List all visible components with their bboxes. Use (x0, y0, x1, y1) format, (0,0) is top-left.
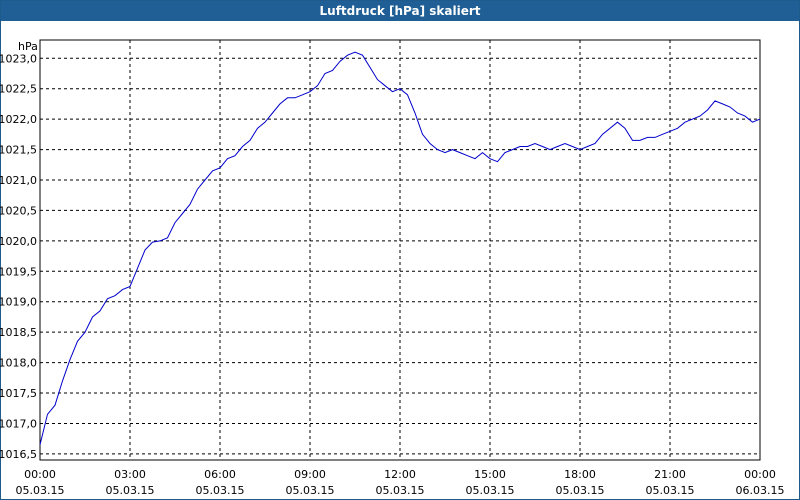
x-tick-date: 05.03.15 (466, 484, 515, 497)
x-tick-time: 00:00 (744, 468, 776, 481)
y-tick-label: 1018,5 (0, 326, 37, 339)
x-tick-date: 05.03.15 (16, 484, 65, 497)
x-tick-time: 06:00 (204, 468, 236, 481)
y-tick-label: 1023,0 (0, 52, 37, 65)
y-tick-label: 1020,0 (0, 235, 37, 248)
x-tick-date: 05.03.15 (646, 484, 695, 497)
y-tick-label: 1019,5 (0, 265, 37, 278)
x-tick-time: 15:00 (474, 468, 506, 481)
x-tick-date: 05.03.15 (376, 484, 425, 497)
x-tick-date: 05.03.15 (106, 484, 155, 497)
x-tick-time: 09:00 (294, 468, 326, 481)
series-line (39, 51, 761, 445)
y-tick-label: 1021,5 (0, 144, 37, 157)
x-tick-time: 00:00 (24, 468, 56, 481)
x-tick-time: 12:00 (384, 468, 416, 481)
y-tick-label: 1022,0 (0, 113, 37, 126)
y-tick-label: 1017,0 (0, 417, 37, 430)
x-tick-time: 21:00 (654, 468, 686, 481)
x-tick-date: 05.03.15 (556, 484, 605, 497)
x-tick-date: 06.03.15 (736, 484, 785, 497)
y-tick-label: 1018,0 (0, 357, 37, 370)
y-tick-label: 1016,5 (0, 448, 37, 461)
x-tick-date: 05.03.15 (286, 484, 335, 497)
y-tick-labels: 1016,5 1017,0 1017,5 1018,0 1018,5 1019,0 1019… (0, 52, 37, 461)
x-tick-time: 03:00 (114, 468, 146, 481)
y-tick-label: 1022,5 (0, 83, 37, 96)
x-tick-time: 18:00 (564, 468, 596, 481)
chart-title: Luftdruck [hPa] skaliert (1, 1, 799, 21)
y-tick-label: 1017,5 (0, 387, 37, 400)
y-tick-label: 1020,5 (0, 204, 37, 217)
y-tick-label: 1021,0 (0, 174, 37, 187)
series-lines (39, 51, 761, 445)
x-tick-date: 05.03.15 (196, 484, 245, 497)
y-tick-label: 1019,0 (0, 296, 37, 309)
y-axis-unit: hPa (18, 40, 38, 53)
x-tick-labels: 00:00 05.03.15 03:00 05.03.15 06:00 05.03.15 0… (16, 468, 785, 497)
